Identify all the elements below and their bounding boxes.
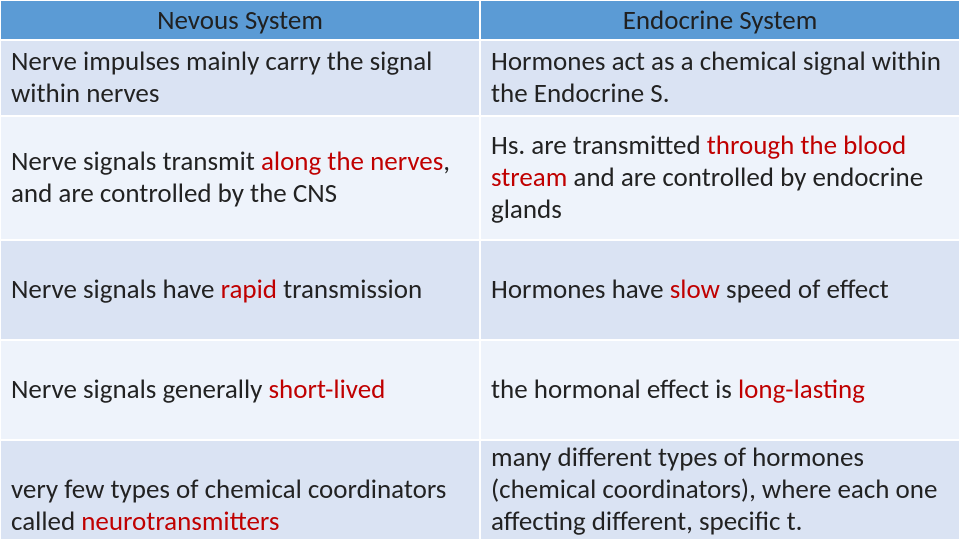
- table-cell: Nerve signals have rapid transmission: [0, 240, 480, 340]
- table-cell: Nerve signals transmit along the nerves,…: [0, 116, 480, 240]
- cell-text: Nerve signals transmit along the nerves,…: [1, 140, 479, 216]
- highlight: along the nerves: [261, 145, 443, 178]
- comparison-table: Nevous System Endocrine System Nerve imp…: [0, 0, 960, 540]
- highlight: neurotransmitters: [81, 505, 279, 538]
- cell-text: Hs. are transmitted through the blood st…: [481, 124, 959, 232]
- cell-text: Nerve signals have rapid transmission: [1, 268, 432, 312]
- table-cell: Nerve signals generally short-lived: [0, 340, 480, 440]
- cell-text: Hormones act as a chemical signal within…: [481, 40, 959, 116]
- cell-text: Nerve signals generally short-lived: [1, 368, 395, 412]
- highlight: rapid: [221, 273, 283, 306]
- table-cell: very few types of chemical coordinators …: [0, 440, 480, 540]
- header-text: Endocrine System: [623, 4, 818, 37]
- table-cell: the hormonal effect is long-lasting: [480, 340, 960, 440]
- cell-text: many different types of hormones (chemic…: [481, 436, 959, 540]
- column-header-left: Nevous System: [0, 0, 480, 40]
- highlight: slow: [670, 273, 726, 306]
- cell-text: Hormones have slow speed of effect: [481, 268, 899, 312]
- highlight: short-lived: [269, 373, 386, 406]
- column-header-right: Endocrine System: [480, 0, 960, 40]
- highlight: long-lasting: [738, 373, 865, 406]
- cell-text: very few types of chemical coordinators …: [1, 436, 456, 540]
- table-cell: many different types of hormones (chemic…: [480, 440, 960, 540]
- cell-text: the hormonal effect is long-lasting: [481, 368, 875, 412]
- table-cell: Nerve impulses mainly carry the signal w…: [0, 40, 480, 116]
- header-text: Nevous System: [157, 4, 323, 37]
- table-cell: Hs. are transmitted through the blood st…: [480, 116, 960, 240]
- table-cell: Hormones act as a chemical signal within…: [480, 40, 960, 116]
- cell-text: Nerve impulses mainly carry the signal w…: [1, 40, 479, 116]
- table-cell: Hormones have slow speed of effect: [480, 240, 960, 340]
